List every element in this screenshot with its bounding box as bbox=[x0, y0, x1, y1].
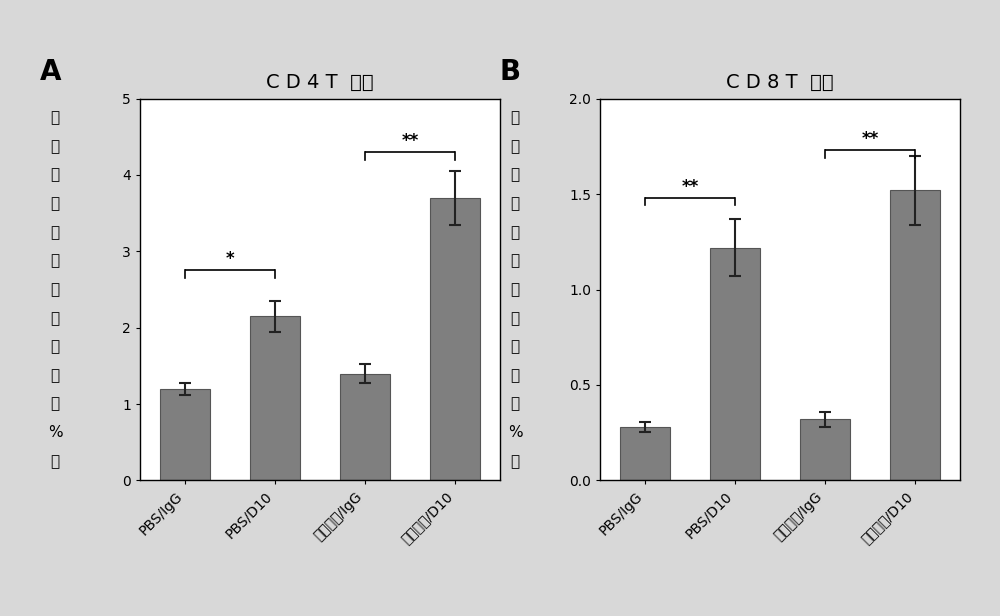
Text: ）: ） bbox=[50, 454, 60, 469]
Bar bbox=[620, 427, 670, 480]
Text: 率: 率 bbox=[50, 368, 60, 383]
Text: A: A bbox=[40, 59, 62, 86]
Text: 活: 活 bbox=[510, 196, 520, 211]
Text: 细: 细 bbox=[50, 225, 60, 240]
Text: （: （ bbox=[50, 397, 60, 411]
Bar bbox=[340, 373, 390, 480]
Bar bbox=[250, 316, 300, 480]
Text: 所: 所 bbox=[510, 139, 520, 154]
Text: B: B bbox=[500, 59, 521, 86]
Text: %: % bbox=[508, 425, 522, 440]
Text: 占: 占 bbox=[510, 110, 520, 125]
Text: *: * bbox=[226, 250, 234, 268]
Text: 的: 的 bbox=[50, 282, 60, 297]
Bar bbox=[710, 248, 760, 480]
Text: **: ** bbox=[681, 177, 699, 195]
Bar bbox=[160, 389, 210, 480]
Text: 占: 占 bbox=[50, 110, 60, 125]
Text: 百: 百 bbox=[510, 310, 520, 326]
Text: 活: 活 bbox=[50, 196, 60, 211]
Text: 的: 的 bbox=[510, 282, 520, 297]
Text: 率: 率 bbox=[510, 368, 520, 383]
Bar bbox=[430, 198, 480, 480]
Text: 胞: 胞 bbox=[510, 253, 520, 269]
Text: %: % bbox=[48, 425, 62, 440]
Text: 有: 有 bbox=[50, 168, 60, 182]
Text: **: ** bbox=[401, 132, 419, 150]
Text: 细: 细 bbox=[510, 225, 520, 240]
Bar bbox=[890, 190, 940, 480]
Text: ）: ） bbox=[510, 454, 520, 469]
Text: 分: 分 bbox=[510, 339, 520, 354]
Title: C D 8 T  细胞: C D 8 T 细胞 bbox=[726, 73, 834, 91]
Text: 胞: 胞 bbox=[50, 253, 60, 269]
Text: **: ** bbox=[861, 130, 879, 148]
Text: 百: 百 bbox=[50, 310, 60, 326]
Text: 有: 有 bbox=[510, 168, 520, 182]
Title: C D 4 T  细胞: C D 4 T 细胞 bbox=[266, 73, 374, 91]
Text: 分: 分 bbox=[50, 339, 60, 354]
Bar bbox=[800, 419, 850, 480]
Text: 所: 所 bbox=[50, 139, 60, 154]
Text: （: （ bbox=[510, 397, 520, 411]
